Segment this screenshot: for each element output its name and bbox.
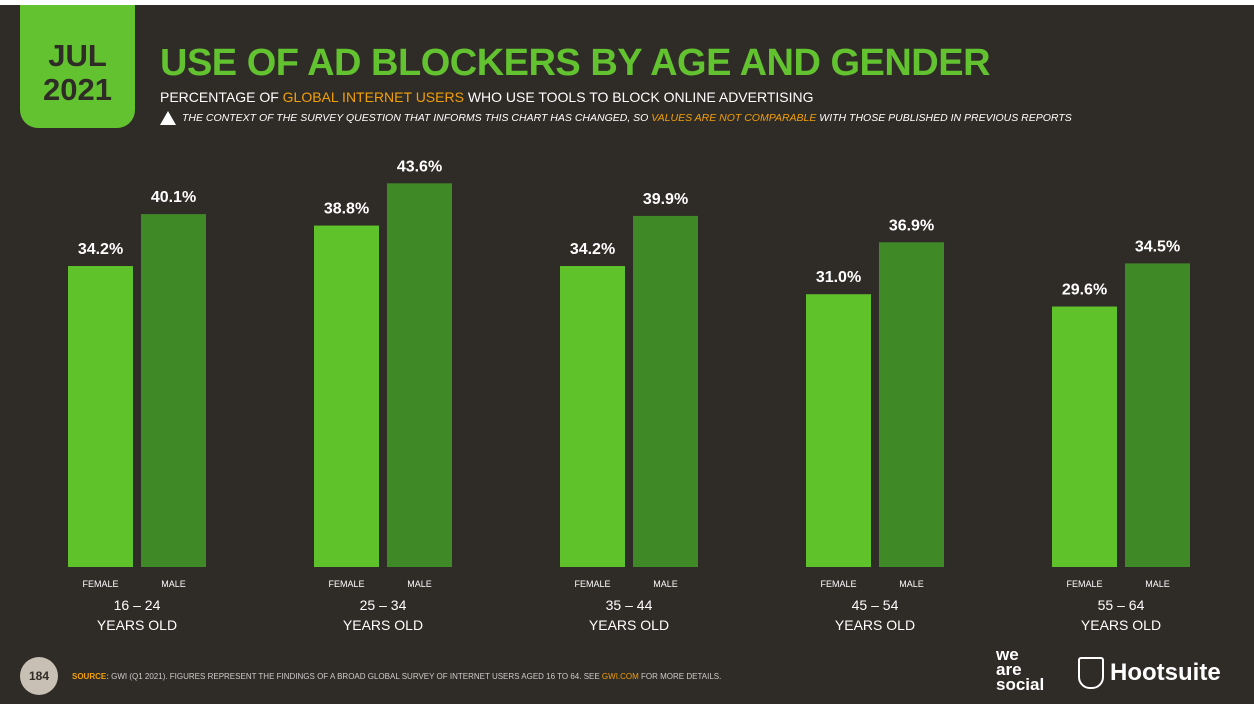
- bar-male: [141, 214, 206, 567]
- category-sublabel: YEARS OLD: [589, 617, 669, 633]
- category-sublabel: YEARS OLD: [343, 617, 423, 633]
- series-label: MALE: [653, 579, 678, 589]
- data-label: 38.8%: [324, 201, 369, 218]
- bar-female: [1052, 306, 1117, 567]
- category-label: 55 – 64: [1098, 597, 1145, 613]
- bar-male: [633, 215, 698, 567]
- footer: 184 SOURCE: GWI (Q1 2021). FIGURES REPRE…: [20, 657, 721, 695]
- we-are-social-logo: we are social: [996, 645, 1045, 694]
- subtitle-text-end: WHO USE TOOLS TO BLOCK ONLINE ADVERTISIN…: [463, 89, 814, 105]
- data-label: 43.6%: [397, 158, 442, 175]
- bar-female: [806, 294, 871, 567]
- category-label: 16 – 24: [114, 597, 161, 613]
- category-sublabel: YEARS OLD: [835, 617, 915, 633]
- date-badge: JUL 2021: [20, 5, 135, 128]
- badge-month: JUL: [48, 38, 107, 73]
- category-label: 35 – 44: [606, 597, 653, 613]
- bar-female: [560, 266, 625, 567]
- series-label: FEMALE: [820, 579, 856, 589]
- data-label: 31.0%: [816, 269, 861, 286]
- data-label: 29.6%: [1062, 282, 1107, 299]
- slide: JUL 2021 USE OF AD BLOCKERS BY AGE AND GE…: [0, 5, 1254, 704]
- bar-female: [314, 225, 379, 567]
- series-label: MALE: [1145, 579, 1170, 589]
- series-label: FEMALE: [574, 579, 610, 589]
- series-label: FEMALE: [328, 579, 364, 589]
- series-label: MALE: [899, 579, 924, 589]
- series-label: MALE: [161, 579, 186, 589]
- owl-icon: [1078, 657, 1104, 689]
- series-label: FEMALE: [1066, 579, 1102, 589]
- note-highlight: VALUES ARE NOT COMPARABLE: [651, 112, 817, 124]
- note-text: THE CONTEXT OF THE SURVEY QUESTION THAT …: [182, 112, 652, 124]
- source-text: GWI (Q1 2021). FIGURES REPRESENT THE FIN…: [108, 671, 602, 681]
- category-sublabel: YEARS OLD: [97, 617, 177, 633]
- data-label: 34.2%: [570, 241, 615, 258]
- data-label: 36.9%: [889, 217, 934, 234]
- data-label: 34.5%: [1135, 238, 1180, 255]
- category-label: 45 – 54: [852, 597, 899, 613]
- badge-year: 2021: [43, 72, 112, 107]
- bar-female: [68, 266, 133, 567]
- source-label: SOURCE:: [72, 671, 109, 681]
- source-text-end: FOR MORE DETAILS.: [638, 671, 722, 681]
- data-label: 34.2%: [78, 241, 123, 258]
- warning-icon: [160, 111, 176, 125]
- subtitle-text: PERCENTAGE OF: [160, 89, 283, 105]
- subtitle-highlight: GLOBAL INTERNET USERS: [282, 89, 464, 105]
- data-label: 40.1%: [151, 189, 196, 206]
- bar-male: [387, 183, 452, 567]
- bar-male: [879, 242, 944, 567]
- source-link[interactable]: GWI.COM: [601, 671, 639, 681]
- warning-note: THE CONTEXT OF THE SURVEY QUESTION THAT …: [160, 111, 1072, 125]
- page-number: 184: [20, 657, 58, 695]
- chart-subtitle: PERCENTAGE OF GLOBAL INTERNET USERS WHO …: [160, 89, 814, 105]
- series-label: FEMALE: [82, 579, 118, 589]
- bar-male: [1125, 263, 1190, 567]
- note-text-end: WITH THOSE PUBLISHED IN PREVIOUS REPORTS: [816, 112, 1072, 124]
- category-sublabel: YEARS OLD: [1081, 617, 1161, 633]
- data-label: 39.9%: [643, 191, 688, 208]
- source-note: SOURCE: GWI (Q1 2021). FIGURES REPRESENT…: [72, 672, 721, 681]
- chart-title: USE OF AD BLOCKERS BY AGE AND GENDER: [160, 42, 991, 84]
- hootsuite-logo: Hootsuite: [1078, 657, 1221, 689]
- series-label: MALE: [407, 579, 432, 589]
- category-label: 25 – 34: [360, 597, 407, 613]
